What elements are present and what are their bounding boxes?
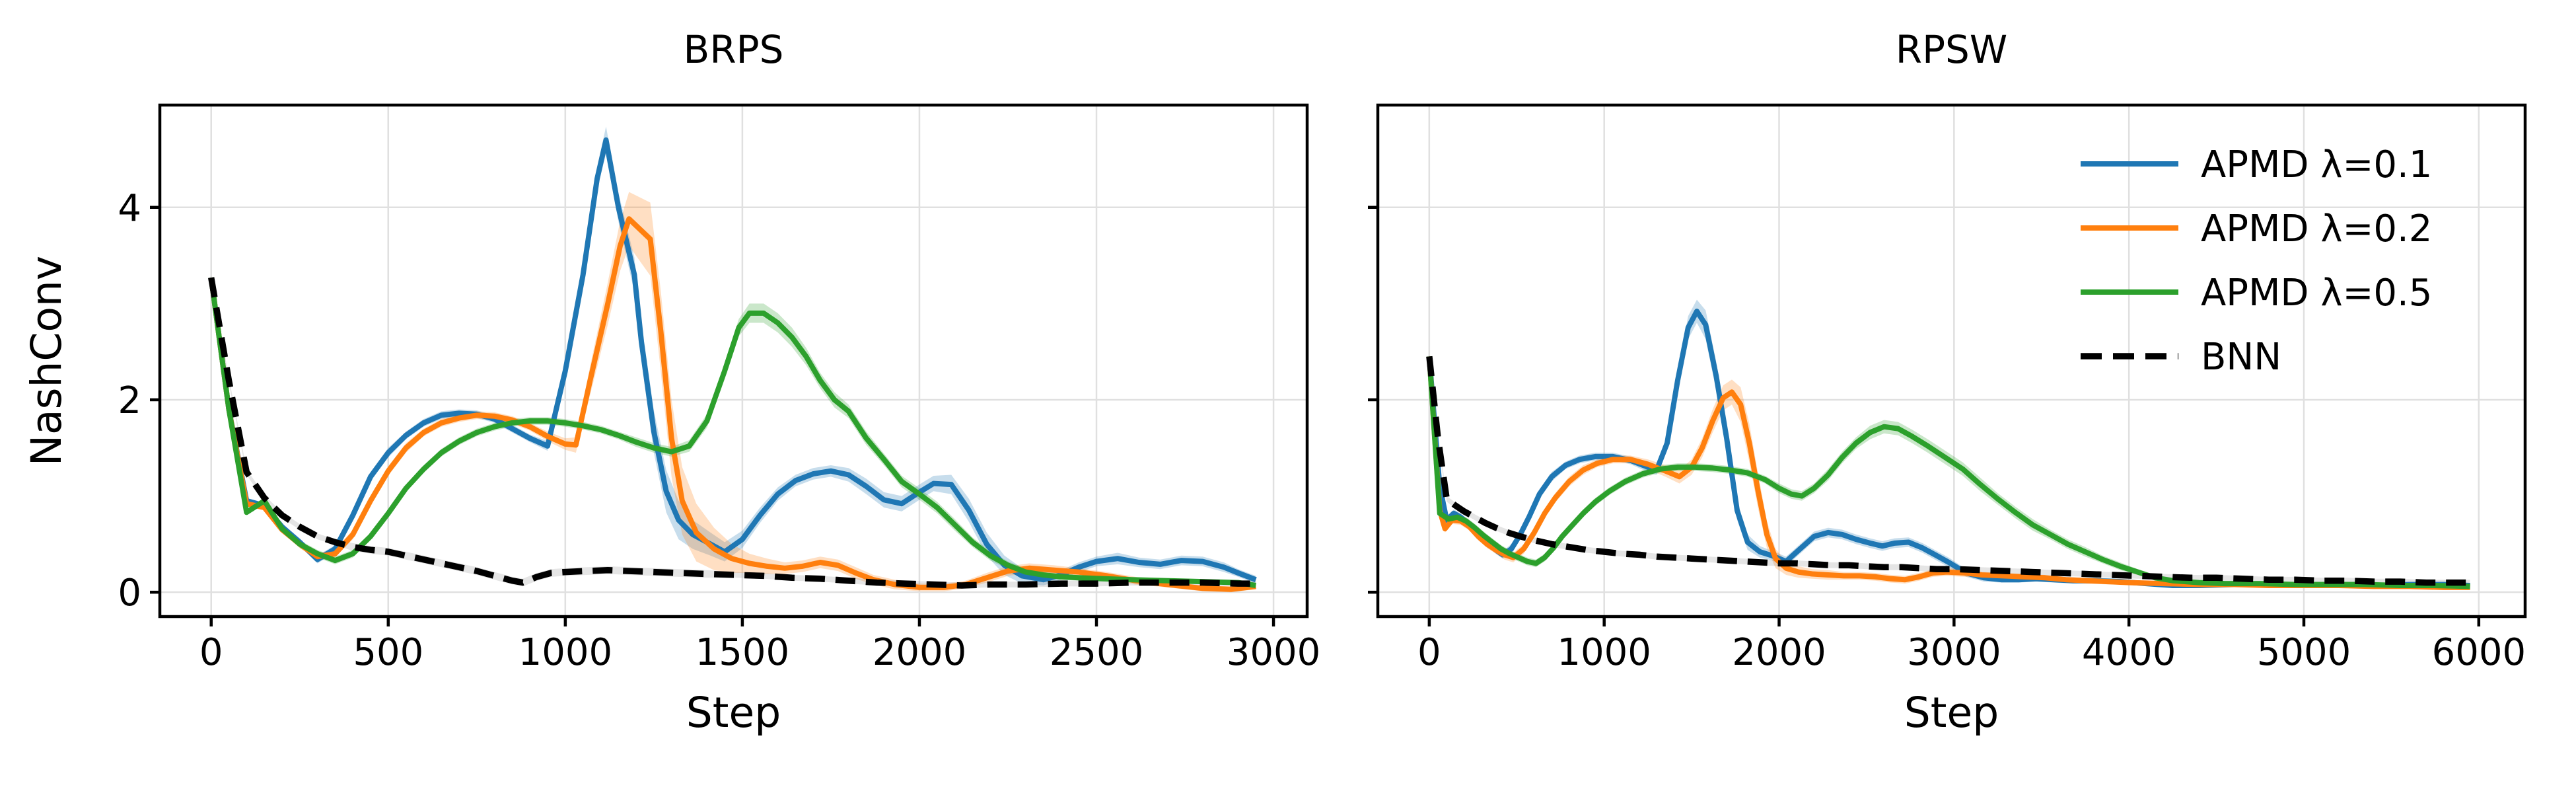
legend-label-apmd05: APMD λ=0.5	[2201, 272, 2432, 315]
brps-title: BRPS	[684, 27, 784, 72]
legend-label-apmd02: APMD λ=0.2	[2201, 208, 2432, 250]
brps-y-tick-label-0: 0	[118, 572, 141, 615]
legend-entry-apmd01: APMD λ=0.1	[2081, 143, 2432, 186]
brps-gridlines	[160, 105, 1307, 617]
brps-x-tick-label-1000: 1000	[519, 631, 613, 674]
rpsw-x-tick-label-5000: 5000	[2257, 631, 2351, 674]
rpsw-x-tick-label-6000: 6000	[2432, 631, 2526, 674]
rpsw-spines	[1376, 103, 2527, 619]
legend-label-apmd01: APMD λ=0.1	[2201, 143, 2432, 186]
subplot-rpsw: 0 1000 2000 3000 4000 5000 6000 RPSW Step APMD λ=…	[1368, 27, 2527, 737]
legend-entry-bnn: BNN	[2081, 336, 2281, 379]
legend: APMD λ=0.1 APMD λ=0.2 APMD λ=0.5 BNN	[2081, 143, 2432, 379]
rpsw-line-apmd02	[1426, 356, 2470, 590]
rpsw-xlabel: Step	[1904, 689, 1999, 737]
brps-x-tick-label-1500: 1500	[696, 631, 790, 674]
brps-x-tick-label-500: 500	[353, 631, 423, 674]
subplot-brps: 0 500 1000 1500 2000 2500 3000 0 2 4 BRPS Step NashC…	[22, 27, 1320, 737]
brps-spines	[158, 103, 1309, 619]
brps-line-bnn	[208, 277, 1256, 589]
brps-line-apmd02	[208, 216, 1256, 592]
rpsw-x-tick-label-1000: 1000	[1557, 631, 1651, 674]
brps-x-tick-label-2500: 2500	[1050, 631, 1144, 674]
rpsw-x-tick-label-2000: 2000	[1732, 631, 1826, 674]
rpsw-line-bnn	[1426, 356, 2470, 586]
rpsw-x-tick-label-4000: 4000	[2082, 631, 2176, 674]
legend-label-bnn: BNN	[2201, 336, 2281, 379]
brps-y-tick-label-2: 2	[118, 379, 141, 422]
brps-x-tick-label-2000: 2000	[873, 631, 967, 674]
rpsw-gridlines	[1378, 105, 2525, 617]
rpsw-title: RPSW	[1896, 27, 2007, 72]
legend-entry-apmd05: APMD λ=0.5	[2081, 272, 2432, 315]
rpsw-x-tick-label-0: 0	[1417, 631, 1441, 674]
brps-x-tick-label-0: 0	[199, 631, 223, 674]
brps-y-tick-label-4: 4	[118, 187, 141, 230]
legend-entry-apmd02: APMD λ=0.2	[2081, 208, 2432, 250]
brps-ylabel: NashConv	[22, 256, 71, 466]
rpsw-x-tick-label-3000: 3000	[1907, 631, 2001, 674]
brps-xlabel: Step	[686, 689, 781, 737]
brps-x-tick-label-3000: 3000	[1227, 631, 1321, 674]
brps-line-apmd05	[208, 277, 1256, 588]
